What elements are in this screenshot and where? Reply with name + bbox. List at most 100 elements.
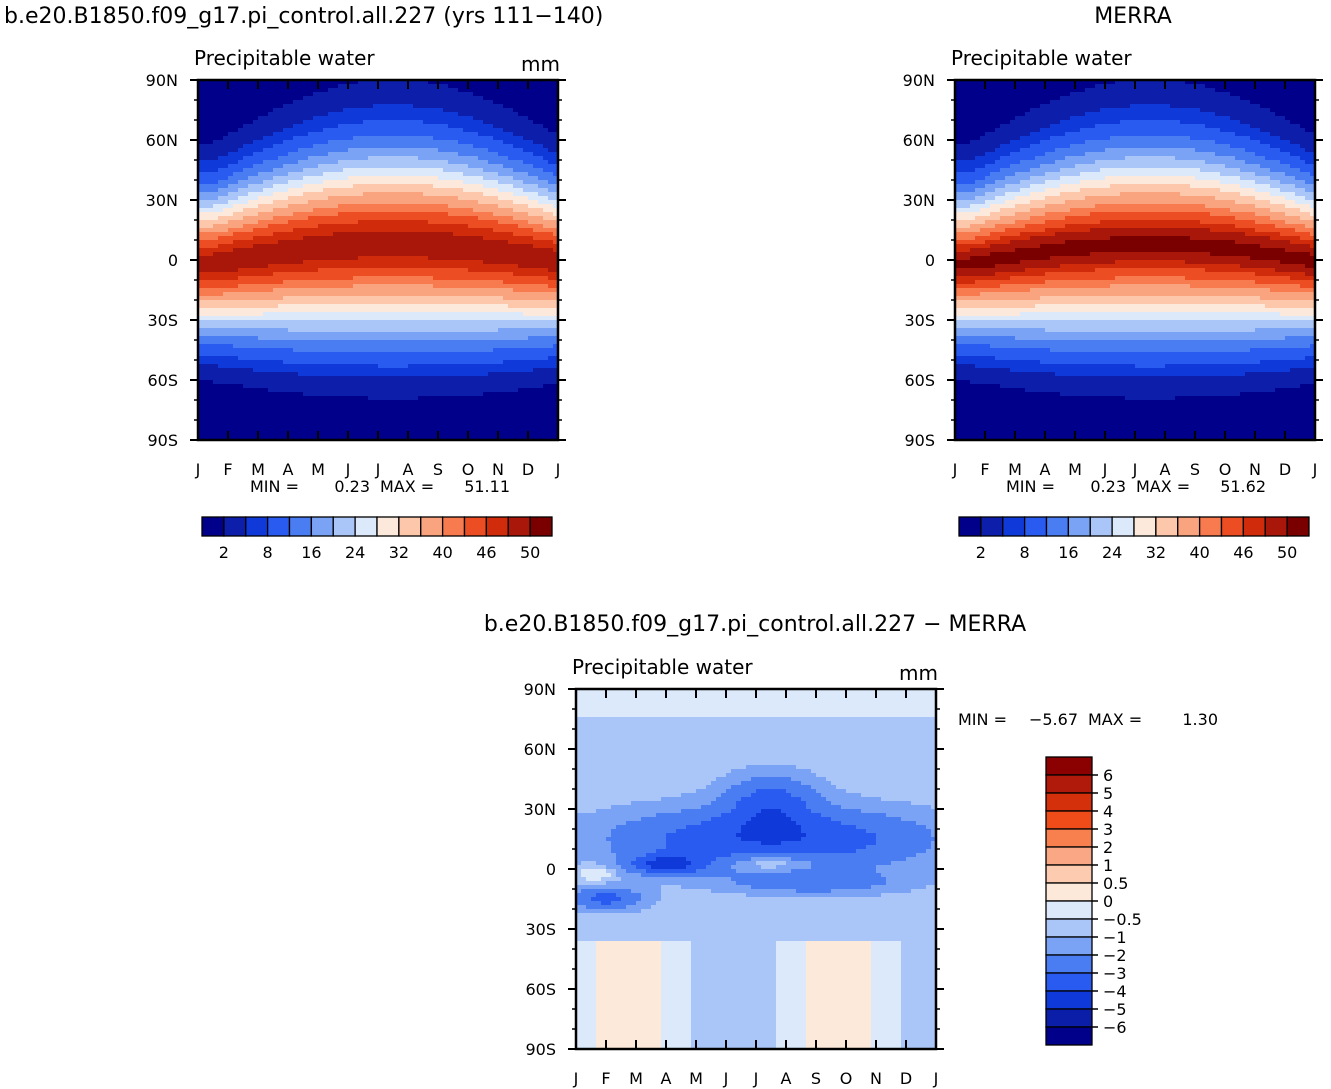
model-cell: [518, 324, 524, 329]
model-cell: [338, 148, 344, 153]
model-cell: [438, 128, 444, 133]
model-cell: [253, 280, 259, 285]
model-cell: [423, 292, 429, 297]
model-cell: [463, 236, 469, 241]
model-cell: [548, 80, 554, 85]
model-cell: [463, 352, 469, 357]
model-cell: [348, 92, 354, 97]
model-cell: [238, 300, 244, 305]
model-cell: [463, 220, 469, 225]
model-cell: [268, 180, 274, 185]
model-cell: [508, 100, 514, 105]
model-cell: [333, 220, 339, 225]
model-cell: [213, 164, 219, 169]
model-cell: [248, 144, 254, 149]
model-cell: [213, 272, 219, 277]
model-cell: [338, 116, 344, 121]
model-cell: [548, 132, 554, 137]
model-cell: [298, 296, 304, 301]
model-cell: [243, 88, 249, 93]
model-cell: [348, 176, 354, 181]
model-cell: [373, 320, 379, 325]
model-cell: [488, 144, 494, 149]
model-cell: [398, 276, 404, 281]
model-cell: [453, 148, 459, 153]
model-cell: [543, 84, 549, 89]
model-cell: [488, 328, 494, 333]
model-cell: [423, 220, 429, 225]
model-cell: [433, 176, 439, 181]
model-cell: [428, 296, 434, 301]
model-cell: [273, 248, 279, 253]
model-cell: [378, 332, 384, 337]
model-cell: [523, 316, 529, 321]
model-cell: [263, 132, 269, 137]
model-cell: [378, 84, 384, 89]
model-cell: [333, 228, 339, 233]
model-cell: [238, 192, 244, 197]
model-cell: [198, 272, 204, 277]
model-cell: [348, 204, 354, 209]
model-cell: [338, 320, 344, 325]
model-cell: [483, 344, 489, 349]
model-cell: [358, 104, 364, 109]
model-cell: [223, 188, 229, 193]
model-cell: [268, 204, 274, 209]
model-cell: [473, 220, 479, 225]
model-cell: [438, 104, 444, 109]
model-cell: [383, 216, 389, 221]
model-cell: [293, 236, 299, 241]
model-cell: [253, 120, 259, 125]
model-cell: [443, 92, 449, 97]
model-cell: [343, 304, 349, 309]
model-cell: [343, 300, 349, 305]
model-cell: [298, 220, 304, 225]
model-cell: [478, 264, 484, 269]
model-cell: [293, 280, 299, 285]
model-cell: [408, 236, 414, 241]
model-cell: [388, 232, 394, 237]
model-cell: [413, 328, 419, 333]
model-cell: [198, 224, 204, 229]
model-cell: [248, 200, 254, 205]
model-cell: [223, 228, 229, 233]
model-cell: [393, 172, 399, 177]
model-cell: [518, 316, 524, 321]
model-cell: [353, 224, 359, 229]
model-cell: [408, 332, 414, 337]
model-cell: [303, 168, 309, 173]
model-cell: [258, 156, 264, 161]
model-cell: [363, 92, 369, 97]
model-cell: [368, 116, 374, 121]
model-cell: [443, 196, 449, 201]
model-cell: [208, 140, 214, 145]
model-cell: [288, 328, 294, 333]
model-cell: [213, 196, 219, 201]
model-cell: [488, 200, 494, 205]
model-cell: [318, 356, 324, 361]
model-cell: [288, 228, 294, 233]
model-cell: [478, 280, 484, 285]
model-cell: [203, 340, 209, 345]
model-cell: [428, 256, 434, 261]
model-cell: [338, 140, 344, 145]
model-cell: [503, 80, 509, 85]
model-cell: [418, 172, 424, 177]
model-cell: [323, 176, 329, 181]
model-cell: [383, 296, 389, 301]
model-cell: [343, 88, 349, 93]
model-cell: [293, 80, 299, 85]
model-cell: [253, 140, 259, 145]
model-cell: [303, 96, 309, 101]
model-cell: [238, 352, 244, 357]
model-cell: [438, 304, 444, 309]
model-cell: [388, 272, 394, 277]
model-cell: [248, 336, 254, 341]
model-cell: [268, 136, 274, 141]
model-cell: [218, 340, 224, 345]
model-cell: [448, 348, 454, 353]
model-cell: [298, 104, 304, 109]
model-cell: [413, 124, 419, 129]
model-cell: [223, 104, 229, 109]
model-cell: [428, 324, 434, 329]
